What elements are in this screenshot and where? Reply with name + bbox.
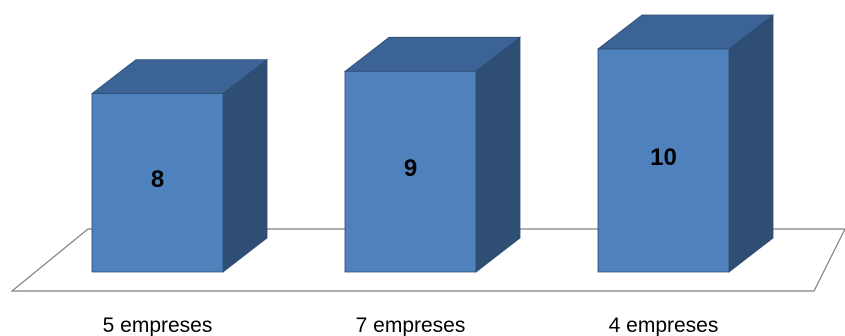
category-label: 7 empreses: [356, 314, 466, 336]
bar-front-face: [597, 48, 730, 273]
bar-value-label: 8: [151, 166, 164, 193]
chart-floor: [10, 228, 845, 292]
bar: 10: [596, 14, 775, 273]
bar-front-face: [344, 70, 477, 273]
bar-front-face: [91, 93, 224, 273]
bar: 9: [343, 36, 522, 273]
category-label: 5 empreses: [103, 314, 213, 336]
bar-side-face: [475, 36, 521, 273]
bar-side-face: [728, 14, 774, 273]
bars-group: 8 9 10: [90, 14, 775, 273]
bar-side-face: [222, 58, 268, 273]
bar-value-label: 9: [404, 155, 417, 182]
bar-value-label: 10: [650, 144, 677, 171]
bar: 8: [90, 58, 269, 273]
category-label: 4 empreses: [609, 314, 719, 336]
category-labels: 5 empreses 7 empreses 4 empreses: [103, 314, 719, 336]
